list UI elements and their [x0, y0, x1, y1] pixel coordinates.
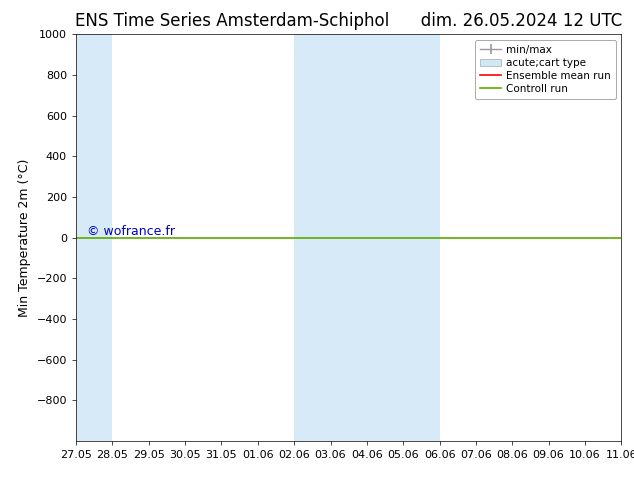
Y-axis label: Min Temperature 2m (°C): Min Temperature 2m (°C) [18, 158, 31, 317]
Bar [76, 34, 112, 441]
Legend: min/max, acute;cart type, Ensemble mean run, Controll run: min/max, acute;cart type, Ensemble mean … [475, 40, 616, 99]
Text: © wofrance.fr: © wofrance.fr [87, 224, 175, 238]
Title: ENS Time Series Amsterdam-Schiphol      dim. 26.05.2024 12 UTC: ENS Time Series Amsterdam-Schiphol dim. … [75, 12, 623, 30]
Bar [294, 34, 367, 441]
Bar [367, 34, 439, 441]
